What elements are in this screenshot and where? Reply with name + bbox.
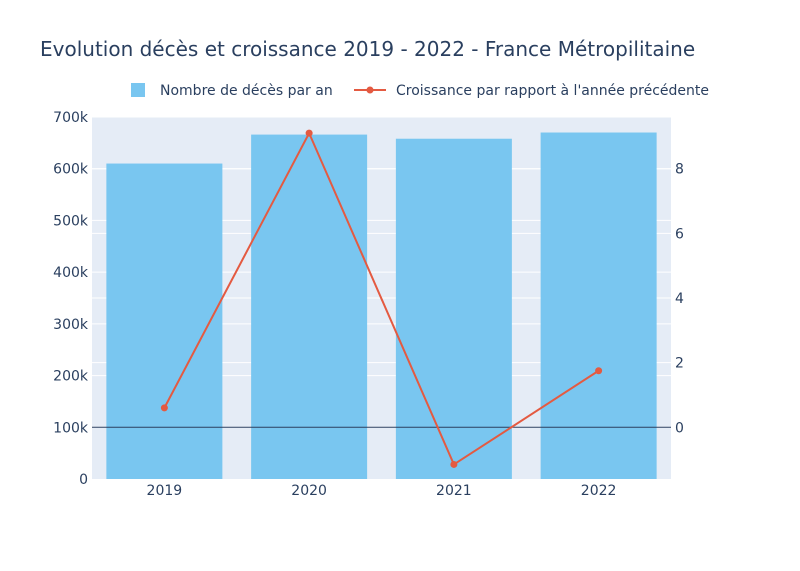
left-tick-label-4: 400k <box>53 265 89 281</box>
right-tick-label-4: 8 <box>675 162 684 178</box>
left-tick-label-2: 200k <box>53 369 89 385</box>
left-tick-label-7: 700k <box>53 110 89 126</box>
left-axis: 0 100k 200k 300k 400k 500k 600k 700k <box>53 110 89 488</box>
bar-2021 <box>395 138 512 479</box>
left-tick-label-0: 0 <box>79 472 88 488</box>
bar-2020 <box>251 134 368 479</box>
bars <box>106 132 657 480</box>
legend-bar-label: Nombre de décès par an <box>160 83 333 99</box>
right-tick-label-3: 6 <box>675 226 684 242</box>
right-tick-label-1: 2 <box>675 356 684 372</box>
growth-point-2019 <box>160 404 168 412</box>
bar-2019 <box>106 163 223 480</box>
legend-line-marker <box>366 86 374 94</box>
legend: Nombre de décès par an Croissance par ra… <box>131 83 709 99</box>
growth-line <box>163 130 600 466</box>
chart-title: Evolution décès et croissance 2019 - 202… <box>40 37 695 61</box>
bar-2022 <box>540 132 657 479</box>
right-tick-label-2: 4 <box>675 291 684 307</box>
growth-point-2022 <box>595 367 603 375</box>
growth-point-2021 <box>450 460 458 468</box>
x-axis: 2019 2020 2021 2022 <box>147 483 617 499</box>
line-series <box>160 129 603 468</box>
left-tick-label-6: 600k <box>53 162 89 178</box>
left-tick-label-3: 300k <box>53 317 89 333</box>
left-tick-label-1: 100k <box>53 420 89 436</box>
right-axis: 0 2 4 6 8 <box>675 162 684 437</box>
right-tick-label-0: 0 <box>675 420 684 436</box>
x-tick-label-2020: 2020 <box>291 483 327 499</box>
x-tick-label-2022: 2022 <box>581 483 617 499</box>
legend-line-label: Croissance par rapport à l'année précéde… <box>396 83 709 99</box>
x-tick-label-2021: 2021 <box>436 483 472 499</box>
legend-bar-swatch <box>131 83 145 97</box>
growth-point-2020 <box>305 129 313 137</box>
x-tick-label-2019: 2019 <box>147 483 183 499</box>
left-tick-label-5: 500k <box>53 213 89 229</box>
